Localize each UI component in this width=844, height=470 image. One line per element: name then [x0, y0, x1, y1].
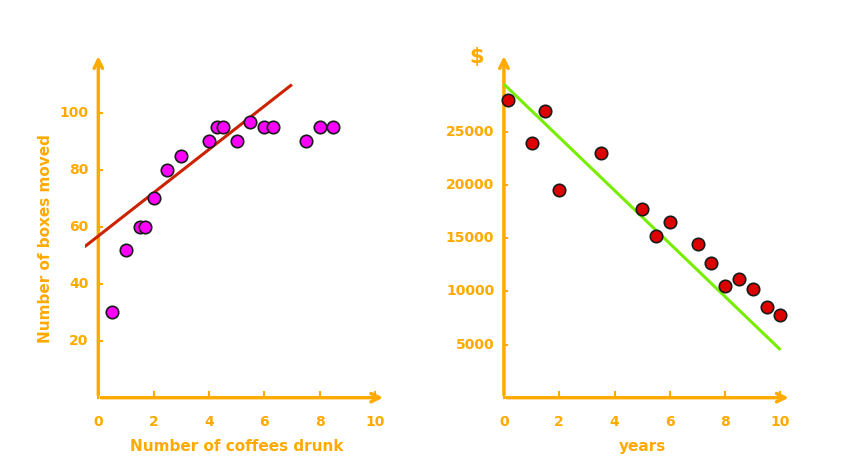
Text: 20000: 20000: [446, 178, 494, 192]
Point: [266, 124, 279, 131]
Point: [202, 138, 215, 145]
Point: [138, 223, 152, 231]
Point: [175, 152, 188, 159]
Point: [257, 124, 271, 131]
Text: 4: 4: [204, 415, 214, 429]
Point: [773, 311, 787, 319]
Text: $: $: [468, 47, 483, 67]
Text: years: years: [618, 439, 665, 454]
Text: 60: 60: [69, 220, 89, 234]
Point: [552, 187, 565, 194]
Text: 5000: 5000: [455, 337, 494, 352]
Text: 40: 40: [69, 277, 89, 291]
Text: 0: 0: [94, 415, 103, 429]
Text: 8: 8: [314, 415, 324, 429]
Text: 80: 80: [69, 163, 89, 177]
Text: 6: 6: [259, 415, 268, 429]
Text: 2: 2: [554, 415, 564, 429]
Point: [160, 166, 174, 174]
Point: [230, 138, 243, 145]
Point: [635, 205, 648, 212]
Point: [216, 124, 230, 131]
Text: 8: 8: [719, 415, 729, 429]
Text: 20: 20: [69, 334, 89, 348]
Text: Number of coffees drunk: Number of coffees drunk: [130, 439, 343, 454]
Point: [717, 282, 731, 290]
Text: 4: 4: [609, 415, 619, 429]
Point: [119, 246, 133, 253]
Point: [690, 240, 703, 247]
Text: 10: 10: [770, 415, 789, 429]
Point: [538, 107, 551, 115]
Point: [147, 195, 160, 202]
Point: [210, 124, 224, 131]
Point: [243, 118, 257, 125]
Point: [648, 232, 662, 240]
Text: 100: 100: [60, 106, 89, 120]
Point: [745, 285, 759, 293]
Text: 10000: 10000: [446, 284, 494, 298]
Point: [299, 138, 312, 145]
Point: [312, 124, 326, 131]
Text: 15000: 15000: [446, 231, 494, 245]
Text: 6: 6: [664, 415, 674, 429]
Text: 10: 10: [365, 415, 384, 429]
Text: 2: 2: [149, 415, 159, 429]
Point: [732, 275, 745, 282]
Point: [327, 124, 340, 131]
Text: 25000: 25000: [446, 125, 494, 139]
Point: [106, 308, 119, 316]
Point: [663, 219, 676, 226]
Point: [133, 223, 146, 231]
Text: 0: 0: [499, 415, 508, 429]
Point: [593, 149, 607, 157]
Text: Number of boxes moved: Number of boxes moved: [38, 134, 53, 343]
Point: [524, 139, 538, 146]
Point: [500, 96, 514, 104]
Point: [704, 259, 717, 266]
Point: [759, 304, 772, 311]
